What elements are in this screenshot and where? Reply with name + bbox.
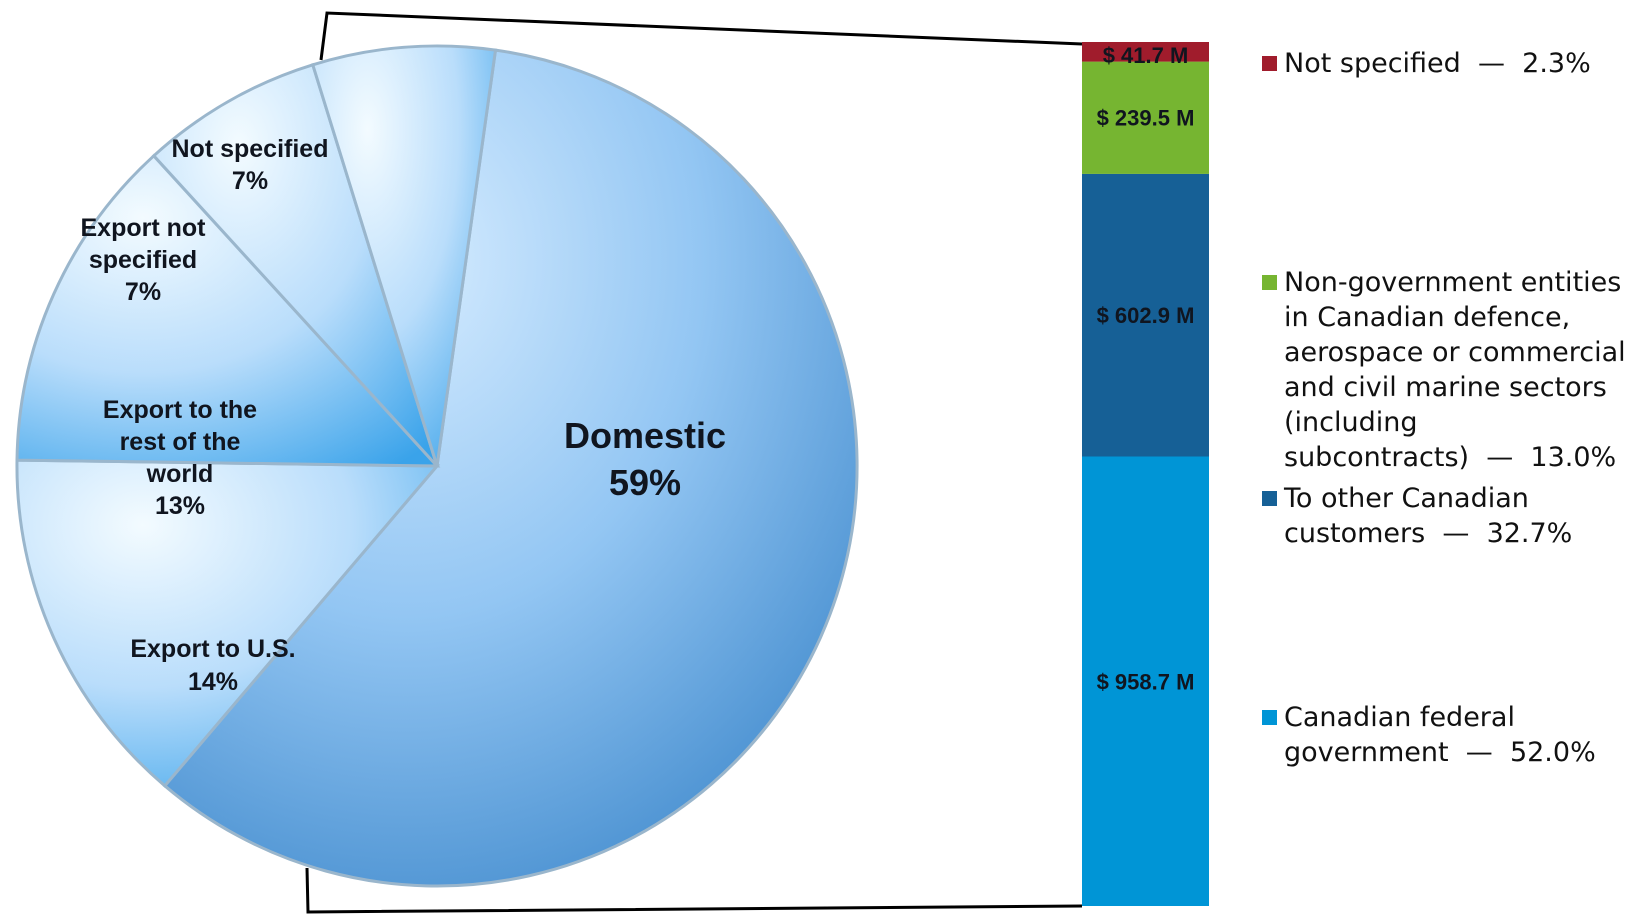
pie-slice: [151, 62, 439, 468]
bar-segment: [1082, 456, 1209, 906]
legend-label: Non-government entities in Canadian defe…: [1284, 267, 1626, 473]
bar-segment: [1082, 173, 1209, 457]
legend-percent: 2.3%: [1522, 48, 1591, 79]
bar-segment: [1082, 61, 1209, 174]
bar-value-label: $ 41.7 M: [1103, 43, 1189, 68]
stacked-bar: $ 958.7 M $ 602.9 M $ 239.5 M $ 41.7 M: [1082, 42, 1209, 906]
pie-slice: [15, 458, 441, 788]
pie-slice: [310, 44, 498, 467]
pie-slice: [15, 153, 441, 468]
legend-swatch: [1262, 56, 1277, 71]
bar-segment: [1082, 42, 1209, 62]
bar-value-label: $ 602.9 M: [1097, 303, 1195, 328]
bar-value-label: $ 958.7 M: [1097, 669, 1195, 694]
legend-percent: 32.7%: [1486, 518, 1573, 549]
pie-slice: [162, 48, 859, 888]
legend-item-not-specified: Not specified — 2.3%: [1262, 46, 1642, 81]
legend-label: Not specified: [1284, 48, 1461, 79]
legend-percent: 52.0%: [1509, 737, 1596, 768]
legend-label: To other Canadian customers: [1284, 483, 1529, 549]
pie-slice-label: Not specified 7%: [172, 135, 329, 195]
pie-slice-label: Domestic 59%: [564, 415, 726, 503]
legend-item-federal: Canadian federal government — 52.0%: [1262, 700, 1642, 770]
bar-value-label: $ 239.5 M: [1097, 106, 1195, 131]
legend-item-non-government: Non-government entities in Canadian defe…: [1262, 265, 1642, 475]
legend-percent: 13.0%: [1530, 442, 1617, 473]
legend-swatch: [1262, 491, 1277, 506]
zoom-connector-lines: [305, 11, 1083, 914]
pie-slice-label: Export to U.S. 14%: [130, 635, 295, 696]
pie-chart: Domestic 59% Export to U.S. 14% Export to th…: [15, 44, 859, 888]
pie-slice-label: Export not specified 7%: [81, 214, 207, 306]
legend-swatch: [1262, 710, 1277, 725]
legend-swatch: [1262, 275, 1277, 290]
legend-label: Canadian federal government: [1284, 702, 1515, 768]
legend-item-other-canadian: To other Canadian customers — 32.7%: [1262, 481, 1642, 551]
pie-slice-label: Export to the rest of the world 13%: [103, 396, 257, 520]
